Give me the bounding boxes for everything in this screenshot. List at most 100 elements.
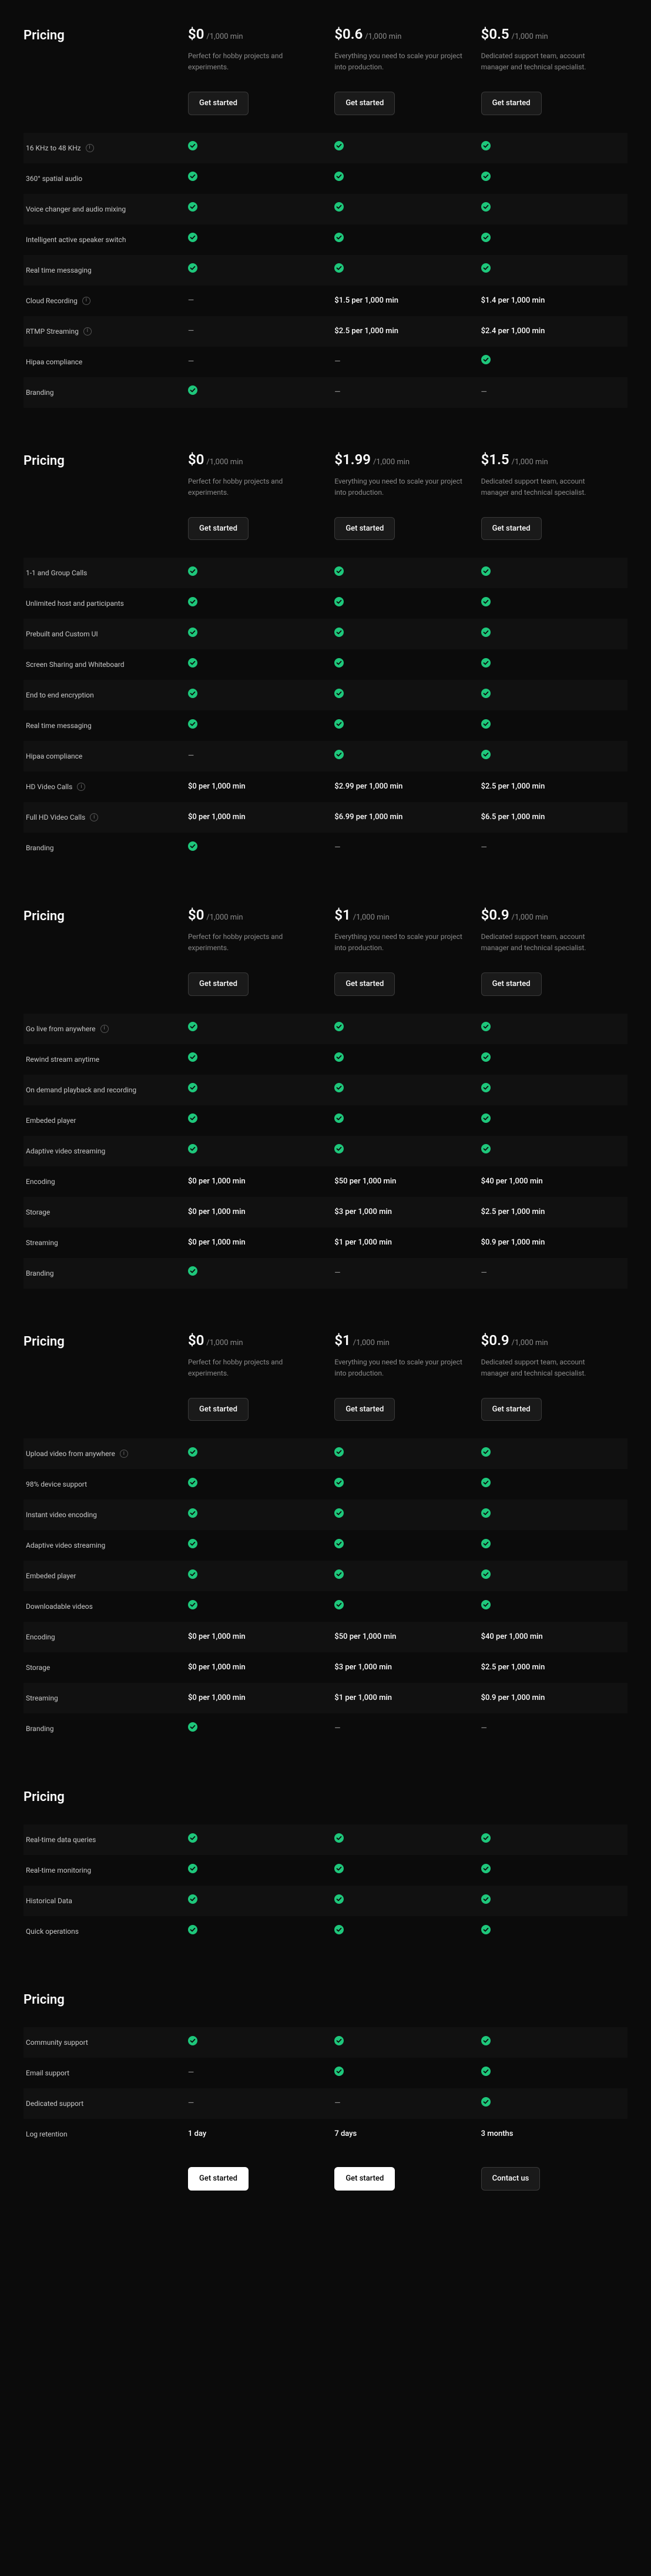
get-started-button[interactable]: Get started [188,517,249,541]
feature-cell: $0 per 1,000 min [188,781,334,793]
feature-cell [334,597,481,611]
check-icon [188,1447,197,1457]
info-icon[interactable]: i [83,327,92,336]
feature-row: Prebuilt and Custom UI [24,619,627,649]
get-started-button[interactable]: Get started [334,1398,395,1421]
get-started-button[interactable]: Get started [334,972,395,996]
feature-cell: — [188,356,334,368]
get-started-button[interactable]: Get started [334,2167,395,2191]
feature-cell: $1.4 per 1,000 min [481,295,627,307]
section-header: Pricing$0/1,000 minPerfect for hobby pro… [24,24,627,115]
feature-row: Adaptive video streaming [24,1136,627,1166]
info-icon[interactable]: i [77,783,85,791]
cell-value: $6.99 per 1,000 min [334,813,402,821]
dash-icon: — [334,1269,340,1277]
feature-cell [334,1864,481,1877]
cell-value: $2.5 per 1,000 min [334,327,398,336]
plan-description: Perfect for hobby projects and experimen… [188,476,317,504]
feature-row: Dedicated support—— [24,2088,627,2119]
get-started-button[interactable]: Get started [334,92,395,115]
check-icon [188,385,197,395]
pricing-section: Pricing$0/1,000 minPerfect for hobby pro… [24,1330,627,1745]
feature-cell: $1.5 per 1,000 min [334,295,481,307]
feature-cell: $2.5 per 1,000 min [481,1206,627,1218]
feature-row: Full HD Video Callsi$0 per 1,000 min$6.9… [24,802,627,833]
section-header: Pricing$0/1,000 min Perfect for hobby pro… [24,449,627,541]
get-started-button[interactable]: Get started [334,517,395,541]
feature-cell: $0 per 1,000 min [188,1237,334,1249]
info-icon[interactable]: i [86,144,94,152]
check-icon [481,2067,491,2076]
check-icon [188,233,197,242]
get-started-button[interactable]: Get started [481,92,542,115]
cell-value: $0 per 1,000 min [188,1693,246,1702]
feature-cell [188,141,334,155]
get-started-button[interactable]: Get started [188,92,249,115]
dash-icon: — [334,2099,340,2108]
check-icon [334,1083,344,1092]
feature-cell [481,1508,627,1522]
feature-cell [481,750,627,763]
check-icon [334,1022,344,1031]
plan-description: Dedicated support team, account manager … [481,476,610,504]
get-started-button[interactable]: Get started [188,1398,249,1421]
check-icon [334,1478,344,1487]
feature-row: Branding—— [24,833,627,863]
plan-header: $0/1,000 minPerfect for hobby projects a… [188,24,334,115]
check-icon [481,658,491,668]
section-header: Pricing$0/1,000 minPerfect for hobby pro… [24,1330,627,1421]
info-icon[interactable]: i [82,297,90,305]
plan-price: $0.5/1,000 min [481,24,610,45]
check-icon [188,1052,197,1062]
feature-cell [481,141,627,155]
check-icon [334,628,344,637]
feature-cell [334,263,481,277]
cell-value: $2.4 per 1,000 min [481,327,545,336]
feature-cell: — [334,2098,481,2109]
info-icon[interactable]: i [120,1450,128,1458]
plan-price: $0/1,000 min [188,449,317,470]
plan-description: Dedicated support team, account manager … [481,931,610,960]
feature-label: Log retention [24,2129,188,2139]
feature-label: Embeded player [24,1571,188,1581]
plan-header: $1/1,000 minEverything you need to scale… [334,904,481,996]
feature-label: Streaming [24,1693,188,1703]
section-title: Pricing [24,1330,188,1351]
feature-cell [188,1022,334,1035]
contact-us-button[interactable]: Contact us [481,2167,541,2191]
plan-description: Perfect for hobby projects and experimen… [188,931,317,960]
feature-cell: $2.5 per 1,000 min [334,326,481,337]
get-started-button[interactable]: Get started [481,1398,542,1421]
feature-cell [481,1022,627,1035]
check-icon [481,597,491,606]
feature-cell [188,1925,334,1938]
get-started-button[interactable]: Get started [188,972,249,996]
feature-cell [334,1894,481,1908]
cell-value: $0.9 per 1,000 min [481,1693,545,1702]
info-icon[interactable]: i [100,1025,109,1033]
info-icon[interactable]: i [90,813,98,821]
check-icon [481,263,491,273]
feature-label: End to end encryption [24,690,188,700]
check-icon [481,1864,491,1873]
get-started-button[interactable]: Get started [481,517,542,541]
check-icon [334,172,344,181]
feature-row: Email support— [24,2058,627,2088]
feature-label: Instant video encoding [24,1510,188,1520]
feature-row: Voice changer and audio mixing [24,194,627,224]
feature-cell [188,233,334,246]
feature-cell [481,1144,627,1158]
section-title: Pricing [24,449,188,471]
feature-label: Cloud Recordingi [24,296,188,306]
check-icon [188,841,197,851]
feature-label: RTMP Streamingi [24,326,188,337]
feature-cell [481,2097,627,2111]
plan-description: Everything you need to scale your projec… [334,1357,463,1385]
feature-cell [188,566,334,580]
feature-cell: $2.4 per 1,000 min [481,326,627,337]
get-started-button[interactable]: Get started [188,2167,249,2191]
plan-header: $1.5/1,000 minDedicated support team, ac… [481,449,627,541]
cell-value: $6.5 per 1,000 min [481,813,545,821]
get-started-button[interactable]: Get started [481,972,542,996]
feature-cell: 7 days [334,2128,481,2140]
